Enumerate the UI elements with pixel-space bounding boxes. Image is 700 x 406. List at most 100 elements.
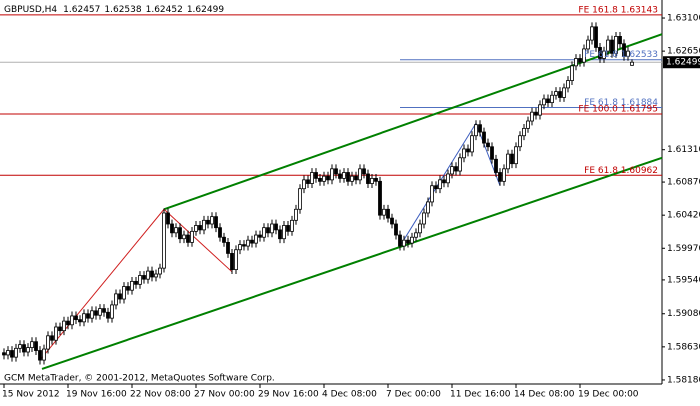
candle-body — [262, 227, 266, 238]
candle-body — [234, 249, 238, 271]
candle-body — [574, 58, 578, 67]
candle-body — [346, 172, 350, 182]
candle-body — [338, 173, 342, 179]
candle-body — [230, 253, 234, 271]
candle-body — [406, 239, 410, 244]
candle-body — [306, 179, 310, 184]
candle-body — [294, 208, 298, 221]
candle-body — [130, 280, 134, 291]
candle-body — [570, 65, 574, 81]
candle-body — [66, 320, 70, 326]
candle-body — [146, 270, 150, 280]
current-price-box — [663, 56, 700, 69]
candle-body — [14, 347, 18, 358]
candle-body — [446, 173, 450, 184]
candle-body — [602, 50, 606, 59]
candle-body — [454, 166, 458, 172]
candle-body — [358, 168, 362, 181]
y-tick-label: 1.59540 — [667, 275, 700, 285]
y-tick-label: 1.59970 — [667, 244, 700, 254]
candle-body — [270, 223, 274, 234]
candle-body — [370, 177, 374, 184]
candle-body — [390, 217, 394, 225]
last-open: 1.62457 — [63, 5, 100, 15]
header: GBPUSD,H4 1.62457 1.62538 1.62452 1.62499 — [4, 5, 224, 15]
x-tick-label: 14 Dec 08:00 — [514, 390, 575, 400]
candle-body — [594, 26, 598, 48]
candle-body — [70, 315, 74, 326]
candle-body — [318, 177, 322, 182]
candle-body — [62, 320, 66, 332]
fibo-label: FE 61.8 1.61884 — [584, 98, 658, 108]
candle-body — [38, 350, 42, 361]
candle-body — [298, 188, 302, 210]
last-low: 1.62452 — [146, 5, 183, 15]
y-tick-label: 1.60420 — [667, 211, 700, 221]
candle-body — [114, 293, 118, 306]
candle-body — [530, 111, 534, 122]
candle-body — [482, 131, 486, 144]
candle-body — [514, 146, 518, 165]
candle-body — [194, 225, 198, 232]
candle-body — [78, 319, 82, 323]
candle-body — [518, 135, 522, 148]
candle-body — [386, 208, 390, 219]
candle-body — [110, 304, 114, 319]
candle-body — [26, 347, 30, 353]
candle-body — [366, 173, 370, 184]
x-tick-label: 27 Nov 00:00 — [194, 390, 255, 400]
x-tick-label: 15 Nov 2012 — [2, 390, 60, 400]
candle-body — [126, 286, 130, 291]
y-tick-label: 1.63100 — [667, 14, 700, 24]
candle-body — [86, 313, 90, 319]
candle-body — [310, 172, 314, 184]
candle-body — [622, 43, 626, 57]
candle-body — [2, 352, 6, 356]
candle-body — [526, 120, 530, 129]
candle-body — [154, 273, 158, 278]
candle-body — [614, 36, 618, 54]
candle-body — [106, 311, 110, 319]
last-high: 1.62538 — [104, 5, 141, 15]
candle-body — [362, 168, 366, 175]
candle-body — [438, 179, 442, 190]
x-tick-label: 19 Nov 16:00 — [66, 390, 127, 400]
candle-body — [538, 104, 542, 116]
candle-body — [214, 216, 218, 229]
candle-body — [178, 227, 182, 240]
candle-body — [250, 239, 254, 244]
candle-body — [170, 223, 174, 234]
candle-body — [174, 227, 178, 234]
y-tick-label: 1.62650 — [667, 47, 700, 57]
candle-body — [134, 280, 138, 285]
candle-body — [546, 98, 550, 104]
candle-body — [54, 326, 58, 341]
candle-body — [558, 91, 562, 98]
candle-body — [30, 341, 34, 348]
candle-body — [82, 313, 86, 323]
candle-body — [166, 212, 170, 225]
fibo-label: FE 61.8 1.62533 — [584, 50, 658, 60]
candle-body — [586, 39, 590, 50]
footer: GCM MetaTrader, © 2001-2012, MetaQuotes … — [4, 374, 275, 384]
candle-body — [422, 212, 426, 225]
x-tick-label: 7 Dec 00:00 — [386, 390, 441, 400]
candle-body — [434, 185, 438, 190]
candle-body — [506, 153, 510, 170]
y-tick-label: 1.59080 — [667, 309, 700, 319]
candle-body — [274, 223, 278, 231]
candle-body — [478, 124, 482, 133]
x-tick-label: 4 Dec 08:00 — [322, 390, 377, 400]
candle-body — [554, 91, 558, 96]
candle-body — [578, 58, 582, 63]
candle-body — [254, 234, 258, 244]
candle-body — [218, 227, 222, 238]
candle-body — [302, 179, 306, 190]
candle-body — [290, 219, 294, 232]
candle-body — [314, 172, 318, 179]
candle-body — [486, 142, 490, 148]
candle-body — [34, 341, 38, 351]
candle-body — [138, 275, 142, 285]
candle-body — [510, 153, 514, 165]
